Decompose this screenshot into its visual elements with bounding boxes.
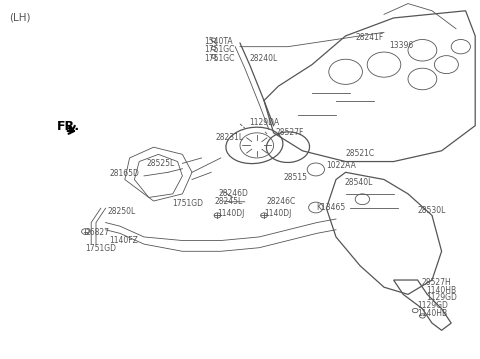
Text: 28530L: 28530L <box>418 205 446 215</box>
Text: 13396: 13396 <box>389 41 413 51</box>
Text: 28240L: 28240L <box>250 53 278 63</box>
Text: 1751GD: 1751GD <box>85 244 117 253</box>
Text: 28165D: 28165D <box>109 168 139 178</box>
Text: 28241F: 28241F <box>355 33 384 42</box>
Text: 1140DJ: 1140DJ <box>217 209 245 218</box>
Text: 28527F: 28527F <box>276 128 304 137</box>
Text: 1540TA: 1540TA <box>204 37 233 46</box>
Text: 1129DA: 1129DA <box>250 118 280 127</box>
Text: 1140DJ: 1140DJ <box>264 209 291 218</box>
Text: 26827: 26827 <box>85 228 109 237</box>
Text: FR.: FR. <box>57 120 80 133</box>
Text: 1129GD: 1129GD <box>426 293 457 302</box>
Text: 1140FZ: 1140FZ <box>109 236 138 245</box>
Text: 28246C: 28246C <box>267 197 296 206</box>
Text: 28521C: 28521C <box>346 149 375 158</box>
Text: 1751GC: 1751GC <box>204 53 234 63</box>
Text: 1751GC: 1751GC <box>204 45 234 54</box>
Text: 1140HB: 1140HB <box>426 285 456 295</box>
Text: K13465: K13465 <box>316 203 345 212</box>
Text: 28246D: 28246D <box>218 189 248 199</box>
Text: 28231L: 28231L <box>216 132 244 142</box>
Text: 1140HB: 1140HB <box>418 308 448 318</box>
Text: 28527H: 28527H <box>421 278 451 288</box>
Text: 1022AA: 1022AA <box>326 161 356 171</box>
Text: 28515: 28515 <box>283 173 307 182</box>
Text: 1129GD: 1129GD <box>418 301 448 311</box>
Text: 28250L: 28250L <box>108 206 136 216</box>
Text: 28525L: 28525L <box>146 159 175 168</box>
Text: (LH): (LH) <box>10 13 31 23</box>
Text: 1751GD: 1751GD <box>172 199 203 209</box>
Text: 28245L: 28245L <box>215 197 243 206</box>
Text: 28540L: 28540L <box>345 178 373 187</box>
